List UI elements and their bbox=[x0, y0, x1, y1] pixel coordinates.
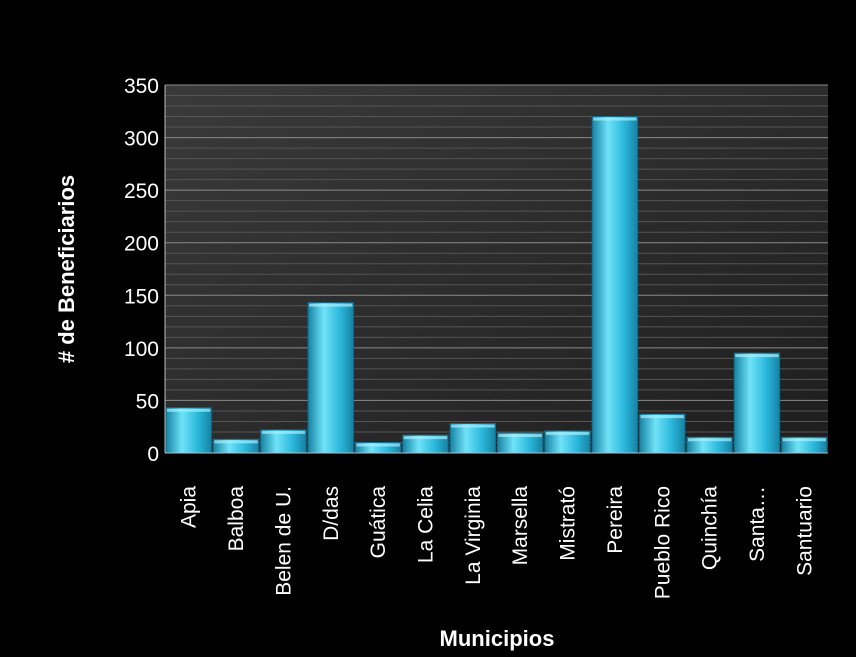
bar bbox=[733, 352, 781, 454]
bar-highlight bbox=[640, 415, 684, 419]
bar-highlight bbox=[356, 443, 400, 447]
x-category-label: Guática bbox=[367, 486, 390, 559]
x-category-label: Mistrató bbox=[557, 486, 580, 561]
bar bbox=[449, 423, 496, 454]
y-tick-label: 250 bbox=[124, 180, 159, 203]
y-tick-label: 100 bbox=[124, 338, 159, 361]
bar bbox=[591, 116, 639, 454]
x-category-label: D/das bbox=[320, 486, 343, 541]
x-category-label: Balboa bbox=[225, 486, 248, 552]
x-category-label: Pereira bbox=[604, 486, 627, 554]
bar-highlight bbox=[498, 434, 542, 438]
y-tick-label: 0 bbox=[147, 443, 159, 466]
bar-highlight bbox=[214, 440, 258, 444]
x-category-label: Pueblo Rico bbox=[651, 486, 674, 599]
y-tick-label: 300 bbox=[124, 128, 159, 151]
bar-highlight bbox=[782, 438, 826, 442]
x-category-label: La Virginia bbox=[462, 486, 485, 585]
bar-highlight bbox=[545, 431, 590, 435]
y-axis-ticks: 0 50 100 150 200 250 300 350 bbox=[124, 75, 159, 466]
x-category-label: Marsella bbox=[509, 486, 532, 566]
x-axis-title: Municipios bbox=[440, 626, 555, 651]
x-category-label: Santuario bbox=[793, 486, 816, 576]
y-tick-label: 50 bbox=[136, 390, 159, 413]
y-tick-label: 350 bbox=[124, 75, 159, 98]
x-axis-categories: Apia Balboa Belen de U. D/das Guática La Celi… bbox=[178, 486, 817, 600]
x-category-label: Belen de U. bbox=[272, 486, 295, 596]
bar bbox=[639, 413, 686, 454]
y-axis-title: # de Beneficiarios bbox=[54, 175, 79, 363]
x-category-label: Apia bbox=[178, 486, 201, 528]
bar-highlight bbox=[593, 117, 637, 121]
x-category-label: La Celia bbox=[414, 486, 437, 563]
y-tick-label: 150 bbox=[124, 285, 159, 308]
bar-highlight bbox=[167, 408, 211, 412]
bar-highlight bbox=[309, 303, 353, 307]
bar-highlight bbox=[261, 430, 306, 434]
bar-highlight bbox=[687, 438, 732, 442]
bars bbox=[165, 116, 828, 454]
plot-area bbox=[165, 85, 828, 453]
x-category-label: Santa… bbox=[746, 486, 769, 562]
x-category-label: Quinchía bbox=[699, 486, 722, 570]
bar-highlight bbox=[403, 436, 448, 440]
y-tick-label: 200 bbox=[124, 233, 159, 256]
bar-highlight bbox=[451, 424, 495, 428]
bar-highlight bbox=[735, 354, 779, 358]
bar bbox=[165, 407, 212, 454]
gridlines bbox=[165, 84, 828, 443]
bar bbox=[307, 302, 354, 454]
